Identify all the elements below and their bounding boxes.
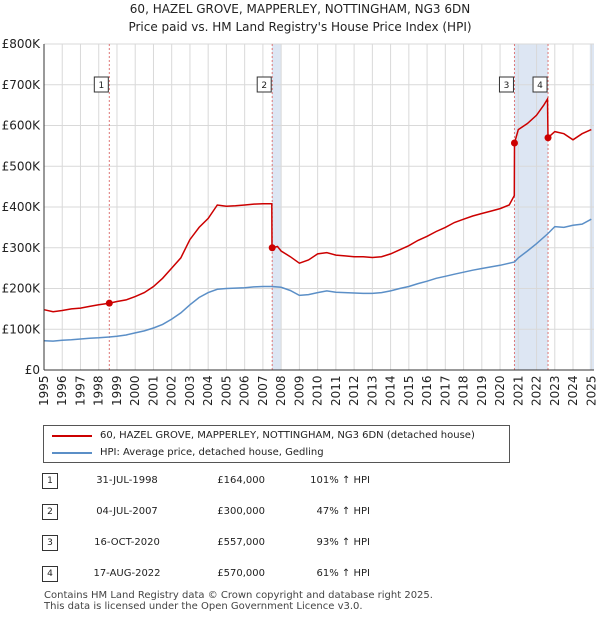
sale-marker-box	[93, 76, 109, 93]
x-tick-label: 2015	[402, 375, 416, 406]
x-tick-label: 2013	[365, 375, 379, 406]
sale-number-badge: 3	[42, 535, 58, 551]
sale-point	[544, 134, 552, 142]
x-tick-label: 2024	[566, 375, 580, 406]
x-tick-label: 1997	[73, 375, 87, 406]
sale-row: 4 17-AUG-2022 £570,000 61% ↑ HPI	[0, 566, 600, 586]
legend-item-price: 60, HAZEL GROVE, MAPPERLEY, NOTTINGHAM, …	[44, 428, 509, 444]
sale-date: 04-JUL-2007	[96, 506, 158, 517]
hpi-series-line	[43, 218, 592, 342]
sale-row: 3 16-OCT-2020 £557,000 93% ↑ HPI	[0, 535, 600, 555]
sale-marker-box	[256, 76, 272, 93]
y-tick-label: £300K	[2, 241, 42, 255]
x-tick-label: 2006	[238, 375, 252, 406]
sale-point	[105, 299, 113, 307]
chart-title-line1: 60, HAZEL GROVE, MAPPERLEY, NOTTINGHAM, …	[129, 2, 471, 16]
sale-marker-box	[532, 76, 548, 93]
sale-number-badge: 1	[42, 473, 58, 489]
x-tick-label: 2020	[493, 375, 507, 406]
y-tick-label: £500K	[2, 159, 42, 173]
x-tick-label: 2012	[347, 375, 361, 406]
sale-point	[268, 244, 276, 252]
sale-marker-label: 1	[98, 81, 104, 91]
chart-legend: 60, HAZEL GROVE, MAPPERLEY, NOTTINGHAM, …	[43, 425, 510, 463]
y-tick-label: £200K	[2, 282, 42, 296]
x-tick-label: 1999	[110, 375, 124, 406]
x-tick-label: 2000	[128, 375, 142, 406]
x-tick-label: 2004	[201, 375, 215, 406]
sale-number-badge: 2	[42, 504, 58, 520]
x-tick-label: 2009	[292, 375, 306, 406]
sale-date: 16-OCT-2020	[94, 537, 160, 548]
x-tick-label: 2023	[548, 375, 562, 406]
footer-attribution: Contains HM Land Registry data © Crown c…	[44, 590, 433, 612]
footer-line1: Contains HM Land Registry data © Crown c…	[44, 590, 433, 601]
x-tick-label: 2007	[256, 375, 270, 406]
x-tick-label: 2008	[274, 375, 288, 406]
y-tick-label: £400K	[2, 200, 42, 214]
sale-marker-label: 2	[261, 81, 267, 91]
price-chart: 1 2 3 4 £0 £100K £200K £300K £400K £500K £600K £700…	[2, 37, 599, 406]
x-tick-label: 2011	[329, 375, 343, 406]
x-tick-label: 2014	[384, 375, 398, 406]
sale-point	[510, 139, 518, 147]
sale-price: £300,000	[217, 506, 265, 517]
x-tick-label: 2003	[183, 375, 197, 406]
chart-title-line2: Price paid vs. HM Land Registry's House …	[128, 20, 472, 34]
footer-line2: This data is licensed under the Open Gov…	[44, 601, 363, 612]
x-tick-label: 2021	[511, 375, 525, 406]
sale-hpi-change: 93% ↑ HPI	[316, 537, 370, 548]
y-tick-label: £800K	[2, 37, 42, 51]
x-tick-label: 2016	[420, 375, 434, 406]
legend-swatch-hpi	[52, 452, 92, 454]
x-tick-label: 2025	[584, 375, 598, 406]
x-tick-label: 2010	[311, 375, 325, 406]
legend-label-hpi: HPI: Average price, detached house, Gedl…	[100, 447, 324, 458]
sale-price: £570,000	[217, 568, 265, 579]
legend-label-price: 60, HAZEL GROVE, MAPPERLEY, NOTTINGHAM, …	[100, 430, 475, 441]
legend-item-hpi: HPI: Average price, detached house, Gedl…	[44, 445, 509, 461]
x-tick-label: 2001	[146, 375, 160, 406]
sale-price: £557,000	[217, 537, 265, 548]
x-tick-label: 1995	[37, 375, 51, 406]
x-tick-label: 2005	[219, 375, 233, 406]
y-tick-label: £0	[25, 363, 40, 377]
sale-price: £164,000	[217, 475, 265, 486]
sale-number-badge: 4	[42, 566, 58, 582]
sale-hpi-change: 61% ↑ HPI	[316, 568, 370, 579]
sale-date: 31-JUL-1998	[96, 475, 158, 486]
x-tick-label: 2022	[530, 375, 544, 406]
sale-date: 17-AUG-2022	[93, 568, 161, 579]
x-tick-label: 2019	[475, 375, 489, 406]
sale-row: 1 31-JUL-1998 £164,000 101% ↑ HPI	[0, 473, 600, 493]
sale-row: 2 04-JUL-2007 £300,000 47% ↑ HPI	[0, 504, 600, 524]
sale-marker-label: 3	[504, 81, 510, 91]
x-tick-label: 2017	[438, 375, 452, 406]
x-tick-label: 1996	[55, 375, 69, 406]
x-tick-label: 2002	[165, 375, 179, 406]
y-tick-label: £100K	[2, 322, 42, 336]
legend-swatch-price	[52, 435, 92, 437]
x-tick-label: 1998	[92, 375, 106, 406]
sale-hpi-change: 47% ↑ HPI	[316, 506, 370, 517]
x-tick-label: 2018	[457, 375, 471, 406]
sale-marker-label: 4	[537, 81, 543, 91]
y-tick-label: £600K	[2, 119, 42, 133]
sale-hpi-change: 101% ↑ HPI	[310, 475, 370, 486]
sale-marker-box	[498, 76, 514, 93]
y-tick-label: £700K	[2, 78, 42, 92]
